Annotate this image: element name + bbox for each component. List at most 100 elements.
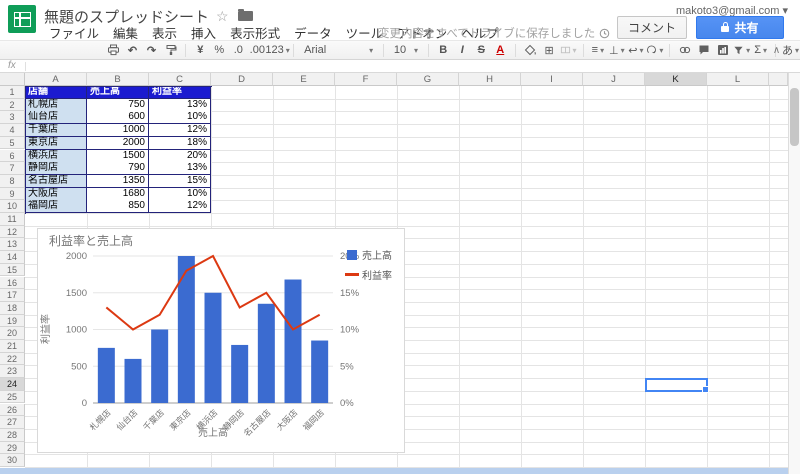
column-header-C[interactable]: C	[149, 73, 211, 86]
table-cell[interactable]: 10%	[149, 187, 211, 201]
sheets-logo-icon[interactable]	[8, 5, 36, 33]
menu-item-5[interactable]: 表示形式	[230, 27, 281, 41]
menu-item-1[interactable]: ファイル	[49, 27, 100, 41]
document-title[interactable]: 無題のスプレッドシート	[44, 9, 210, 26]
table-cell[interactable]: 600	[87, 111, 149, 125]
selected-cell[interactable]	[645, 378, 709, 393]
row-header-19[interactable]: 19	[0, 314, 25, 328]
table-cell[interactable]: 10%	[149, 111, 211, 125]
row-header-22[interactable]: 22	[0, 352, 25, 366]
table-cell[interactable]: 横浜店	[25, 149, 87, 163]
print-icon[interactable]	[105, 42, 122, 58]
menu-item-4[interactable]: 挿入	[191, 27, 217, 41]
menu-item-9[interactable]: ヘルプ	[461, 27, 499, 41]
insert-link-icon[interactable]	[676, 42, 693, 58]
menu-item-8[interactable]: アドオン	[397, 27, 448, 41]
column-header-J[interactable]: J	[583, 73, 645, 86]
column-header-D[interactable]: D	[211, 73, 273, 86]
row-header-17[interactable]: 17	[0, 289, 25, 302]
table-cell[interactable]: 名古屋店	[25, 174, 87, 188]
table-cell[interactable]: 千葉店	[25, 124, 87, 138]
history-clock-icon[interactable]	[599, 28, 610, 39]
scrollbar-thumb[interactable]	[790, 88, 799, 146]
text-wrap-button[interactable]: ↩ ▾	[627, 42, 644, 58]
column-header-K[interactable]: K	[645, 73, 707, 86]
strikethrough-icon[interactable]: S	[477, 44, 485, 56]
row-header-2[interactable]: 2	[0, 98, 25, 112]
merge-cells-icon[interactable]: ▾	[560, 42, 577, 58]
italic-icon[interactable]: I	[460, 44, 464, 56]
collapse-toolbar-icon[interactable]: ∧	[772, 44, 781, 56]
row-header-15[interactable]: 15	[0, 263, 25, 277]
bold-icon[interactable]: B	[439, 44, 448, 56]
paint-format-icon[interactable]	[162, 42, 179, 58]
row-header-5[interactable]: 5	[0, 136, 25, 150]
table-cell[interactable]: 利益率	[149, 86, 211, 99]
insert-chart-icon[interactable]	[714, 42, 731, 58]
row-header-29[interactable]: 29	[0, 441, 25, 455]
text-rotation-button[interactable]: ▾	[646, 42, 663, 58]
table-cell[interactable]: 静岡店	[25, 162, 87, 176]
more-formats-button[interactable]: 123 ▾	[265, 42, 289, 58]
row-header-28[interactable]: 28	[0, 428, 25, 442]
row-header-13[interactable]: 13	[0, 238, 25, 252]
functions-button[interactable]: Σ ▾	[752, 42, 769, 58]
column-header-A[interactable]: A	[25, 73, 87, 86]
vertical-align-button[interactable]: ⊥ ▾	[608, 42, 625, 58]
column-header-F[interactable]: F	[335, 73, 397, 86]
star-icon[interactable]: ☆	[216, 8, 229, 24]
table-cell[interactable]: 2000	[87, 136, 149, 150]
horizontal-align-button[interactable]: ≡ ▾	[589, 42, 606, 58]
folder-icon[interactable]	[238, 9, 253, 21]
vertical-scrollbar[interactable]	[788, 73, 800, 474]
percent-format-icon[interactable]: %	[214, 44, 225, 56]
share-button[interactable]: 共有	[696, 16, 784, 39]
menu-item-7[interactable]: ツール	[345, 27, 384, 41]
increase-decimals-icon[interactable]: .00	[249, 44, 265, 56]
row-header-7[interactable]: 7	[0, 162, 25, 175]
comment-button[interactable]: コメント	[617, 16, 687, 39]
menu-item-3[interactable]: 表示	[152, 27, 178, 41]
row-header-30[interactable]: 30	[0, 454, 25, 467]
column-header-B[interactable]: B	[87, 73, 149, 86]
borders-icon[interactable]: ⊞	[544, 44, 554, 57]
undo-icon[interactable]: ↶	[127, 44, 138, 57]
table-cell[interactable]: 13%	[149, 98, 211, 112]
grid-corner[interactable]	[0, 73, 25, 86]
row-header-23[interactable]: 23	[0, 365, 25, 379]
menu-item-6[interactable]: データ	[294, 27, 332, 41]
font-family-select[interactable]: Arial ▾	[300, 42, 377, 58]
table-cell[interactable]: 売上高	[87, 86, 149, 99]
table-cell[interactable]: 1000	[87, 124, 149, 138]
row-header-18[interactable]: 18	[0, 301, 25, 315]
table-cell[interactable]: 15%	[149, 174, 211, 188]
row-header-14[interactable]: 14	[0, 251, 25, 264]
row-header-6[interactable]: 6	[0, 149, 25, 163]
table-cell[interactable]: 仙台店	[25, 111, 87, 125]
row-header-21[interactable]: 21	[0, 340, 25, 353]
row-header-12[interactable]: 12	[0, 225, 25, 239]
row-header-10[interactable]: 10	[0, 200, 25, 213]
table-cell[interactable]: 東京店	[25, 136, 87, 150]
table-cell[interactable]: 18%	[149, 136, 211, 150]
row-header-25[interactable]: 25	[0, 390, 25, 404]
table-cell[interactable]: 13%	[149, 162, 211, 176]
row-header-1[interactable]: 1	[0, 86, 25, 99]
row-header-24[interactable]: 24	[0, 378, 25, 391]
fill-color-icon[interactable]	[522, 42, 539, 58]
column-header-H[interactable]: H	[459, 73, 521, 86]
currency-format-icon[interactable]: ¥	[197, 44, 204, 56]
row-header-11[interactable]: 11	[0, 213, 25, 226]
row-header-26[interactable]: 26	[0, 403, 25, 417]
column-header-G[interactable]: G	[397, 73, 459, 86]
menu-item-2[interactable]: 編集	[113, 27, 139, 41]
table-cell[interactable]: 札幌店	[25, 98, 87, 112]
table-cell[interactable]: 790	[87, 162, 149, 176]
input-tools-button[interactable]: あ ▾	[782, 42, 799, 58]
redo-icon[interactable]: ↷	[146, 44, 157, 57]
fill-handle[interactable]	[702, 385, 709, 393]
table-cell[interactable]: 20%	[149, 149, 211, 163]
decrease-decimals-icon[interactable]: .0	[233, 44, 243, 56]
row-header-27[interactable]: 27	[0, 416, 25, 429]
row-header-3[interactable]: 3	[0, 111, 25, 125]
